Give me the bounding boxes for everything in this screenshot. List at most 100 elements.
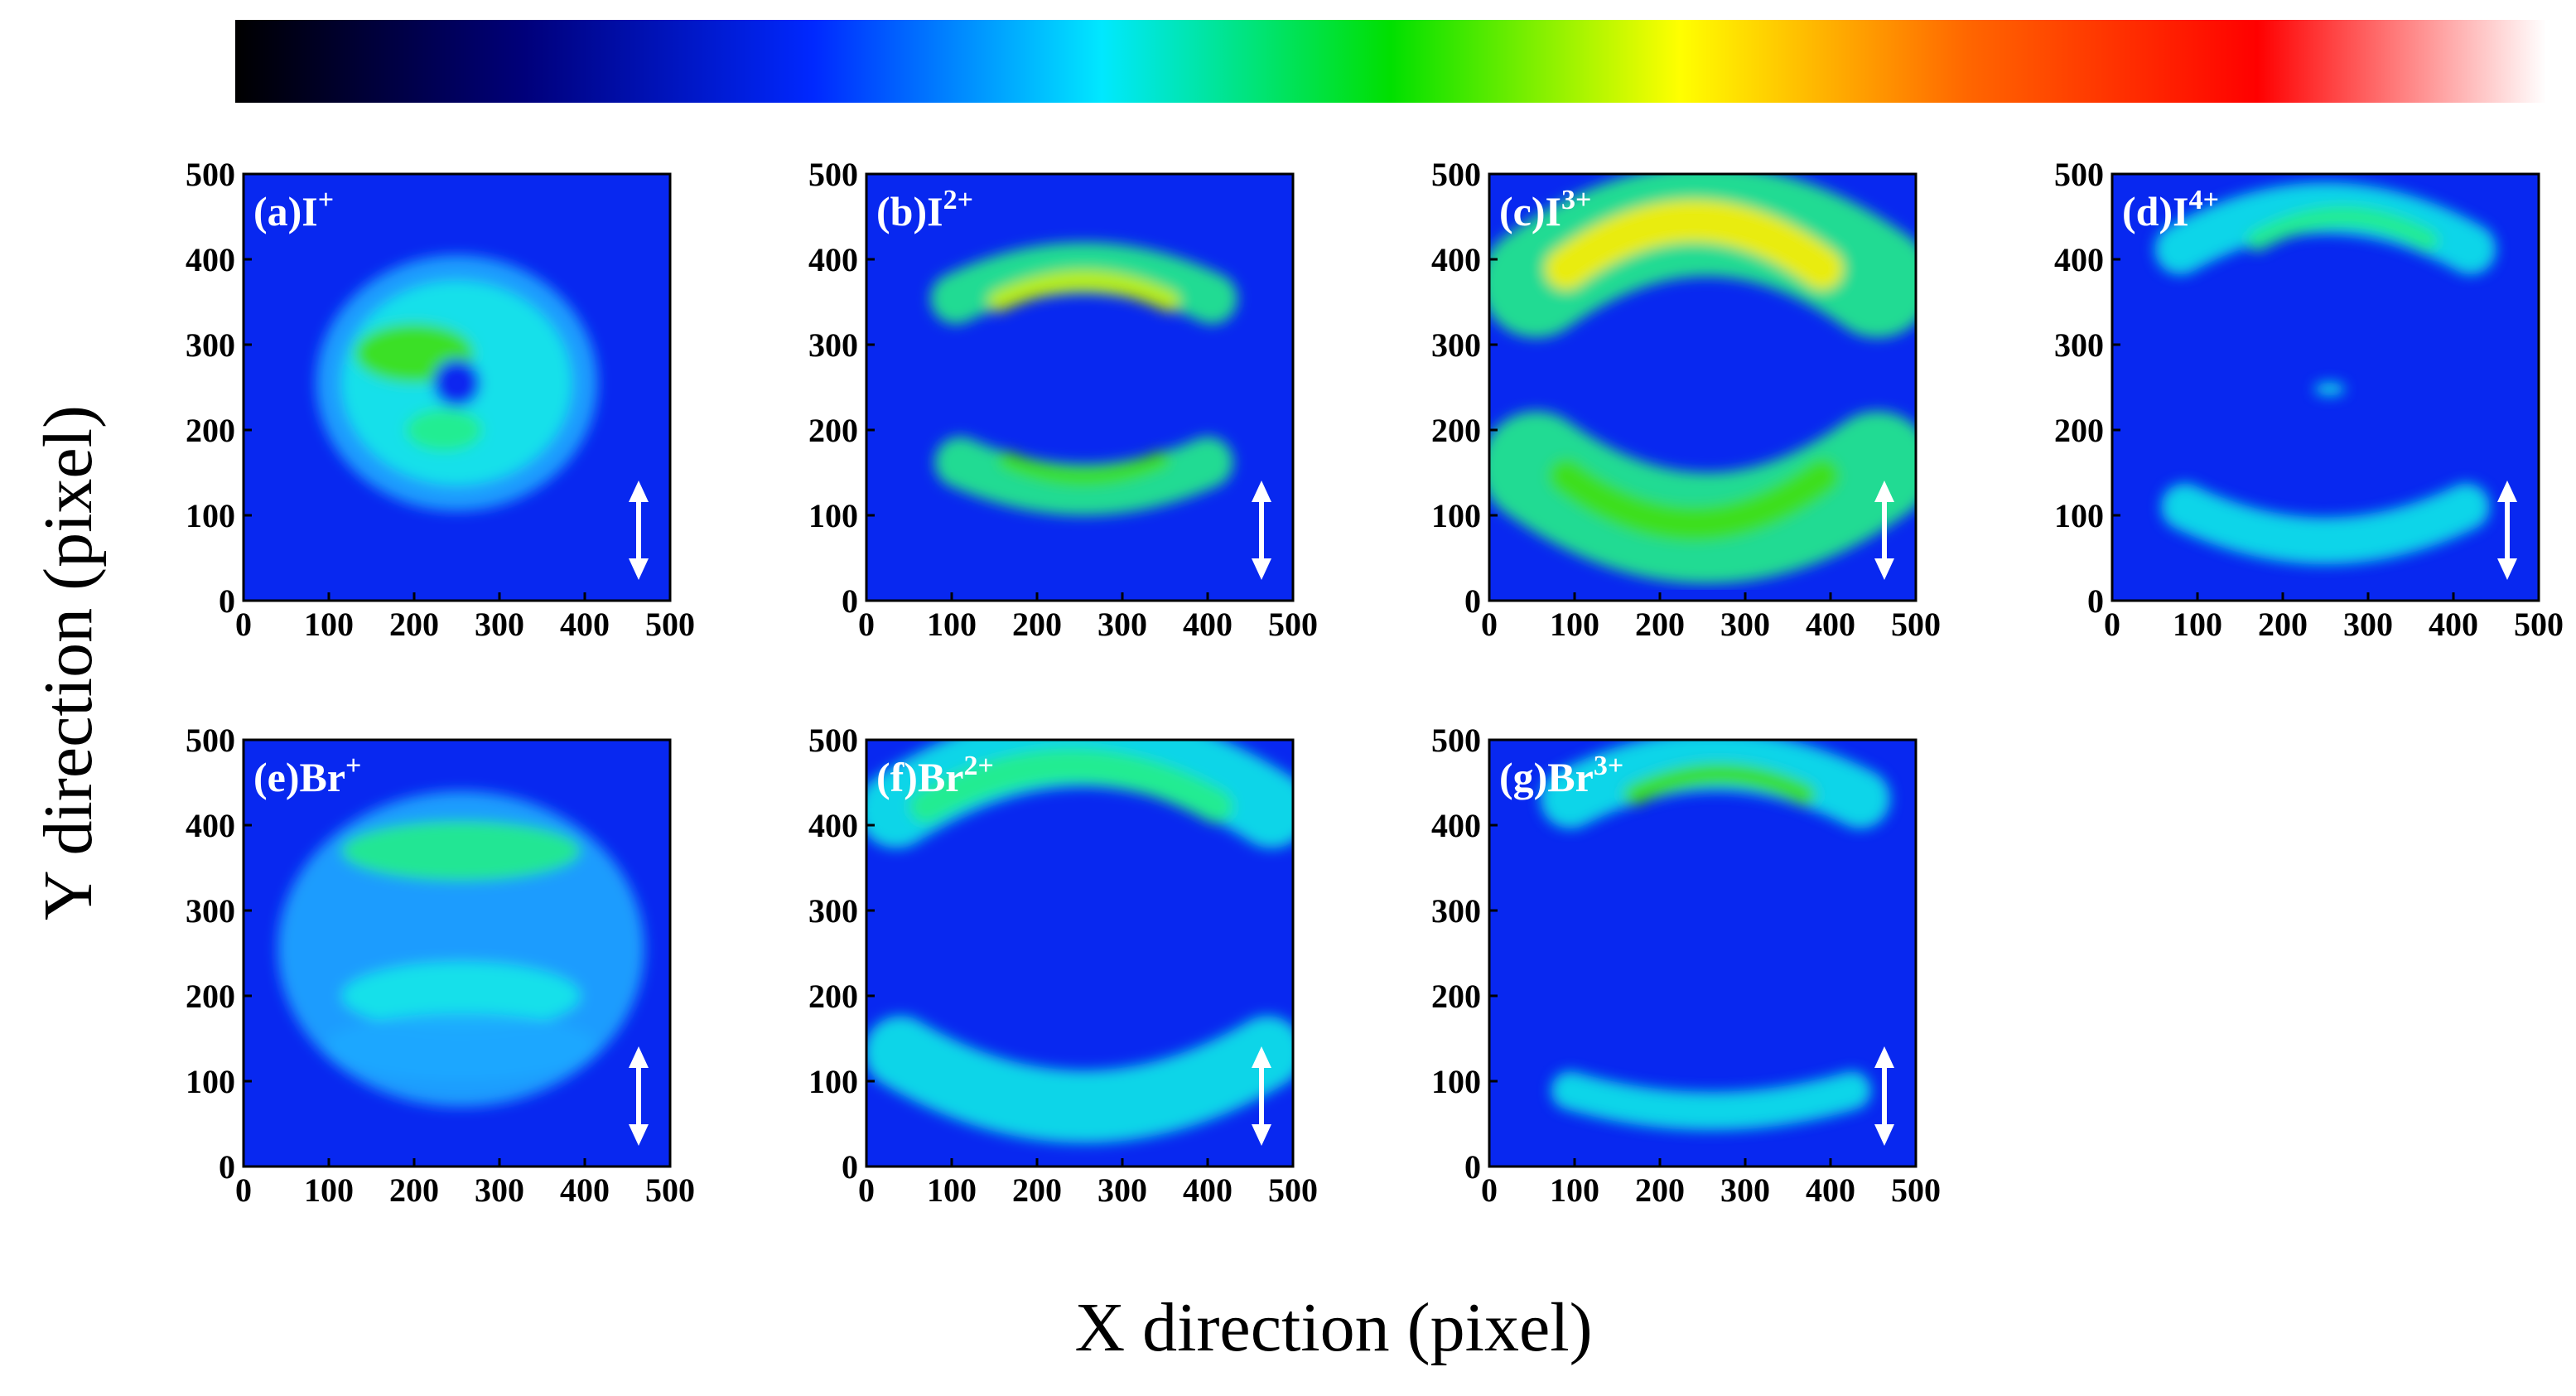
x-tick-label: 100 xyxy=(304,606,354,643)
y-tick-label: 500 xyxy=(1431,722,1481,759)
panel-frame xyxy=(2110,172,2540,602)
x-tick-label: 0 xyxy=(1481,1171,1498,1209)
y-tick-label: 0 xyxy=(1464,1148,1481,1186)
colorbar-bar xyxy=(235,20,2546,103)
y-tick-label: 500 xyxy=(1431,156,1481,193)
y-tick-label: 0 xyxy=(1464,582,1481,620)
y-tick-label: 100 xyxy=(808,497,858,534)
y-tick-label: 200 xyxy=(186,412,235,449)
x-tick-label: 0 xyxy=(235,606,252,643)
y-tick-label: 500 xyxy=(808,722,858,759)
x-tick-label: 300 xyxy=(1720,606,1770,643)
x-tick-label: 400 xyxy=(560,1171,610,1209)
y-tick-label: 400 xyxy=(808,807,858,844)
polarization-arrow-icon xyxy=(2497,481,2517,580)
polarization-arrow-icon xyxy=(1874,481,1894,580)
intensity-band xyxy=(1623,763,1816,805)
y-axis-title: Y direction (pixel) xyxy=(30,405,107,920)
panel-frame xyxy=(865,738,1295,1168)
panels: 0 100 200 300 400 500 0 100 200 300 400 500 (a)I+ 0 10… xyxy=(186,156,2564,1209)
y-tick-label: 300 xyxy=(1431,326,1481,364)
heatmap-g xyxy=(1540,740,1891,1131)
panel-label: (g)Br3+ xyxy=(1499,751,1623,800)
x-tick-label: 100 xyxy=(1550,1171,1599,1209)
x-tick-label: 100 xyxy=(2173,606,2222,643)
panel-c: 0 100 200 300 400 500 0 100 200 300 400 500 (c)I3+ xyxy=(1431,156,1941,643)
x-tick-label: 500 xyxy=(645,1171,695,1209)
x-tick-label: 0 xyxy=(235,1171,252,1209)
intensity-band xyxy=(2246,205,2439,252)
y-tick-label: 300 xyxy=(186,326,235,364)
x-tick-label: 0 xyxy=(2104,606,2120,643)
x-tick-label: 300 xyxy=(2343,606,2393,643)
y-tick-label: 200 xyxy=(2054,412,2104,449)
panel-label: (a)I+ xyxy=(253,185,334,234)
intensity-blob xyxy=(405,408,483,452)
panel-g: 0 100 200 300 400 500 0 100 200 300 400 500 (g)Br3+ xyxy=(1431,722,1941,1209)
intensity-blob xyxy=(341,820,581,881)
x-tick-label: 100 xyxy=(927,606,977,643)
y-tick-label: 0 xyxy=(2087,582,2104,620)
intensity-band xyxy=(1549,459,1840,541)
x-tick-label: 0 xyxy=(1481,606,1498,643)
x-tick-label: 400 xyxy=(1806,1171,1855,1209)
intensity-band xyxy=(1544,200,1844,291)
y-tick-label: 0 xyxy=(842,1148,858,1186)
x-tick-label: 500 xyxy=(2514,606,2564,643)
y-tick-label: 500 xyxy=(186,156,235,193)
intensity-blob xyxy=(341,961,581,1031)
x-tick-label: 400 xyxy=(1183,606,1233,643)
x-tick-label: 500 xyxy=(1891,1171,1941,1209)
x-tick-label: 0 xyxy=(858,606,875,643)
x-tick-label: 300 xyxy=(1720,1171,1770,1209)
y-tick-label: 300 xyxy=(2054,326,2104,364)
x-tick-label: 500 xyxy=(1891,606,1941,643)
panel-frame xyxy=(1488,738,1918,1168)
panel-label: (f)Br2+ xyxy=(876,751,994,800)
y-tick-label: 200 xyxy=(808,412,858,449)
x-tick-label: 500 xyxy=(1268,1171,1318,1209)
x-tick-label: 300 xyxy=(475,1171,524,1209)
y-tick-label: 100 xyxy=(2054,497,2104,534)
y-tick-label: 0 xyxy=(219,1148,235,1186)
panel-b: 0 100 200 300 400 500 0 100 200 300 400 500 (b)I2+ xyxy=(808,156,1318,643)
polarization-arrow-icon xyxy=(629,1046,649,1146)
y-tick-label: 200 xyxy=(1431,412,1481,449)
y-tick-label: 400 xyxy=(1431,241,1481,278)
y-tick-label: 100 xyxy=(1431,1063,1481,1100)
x-tick-label: 500 xyxy=(645,606,695,643)
heatmap-f xyxy=(866,740,1293,1143)
y-tick-label: 400 xyxy=(186,241,235,278)
polarization-arrow-icon xyxy=(629,481,649,580)
y-tick-label: 300 xyxy=(186,892,235,930)
y-tick-label: 400 xyxy=(808,241,858,278)
y-tick-label: 300 xyxy=(808,326,858,364)
heatmap-d xyxy=(2154,182,2496,565)
panel-label: (e)Br+ xyxy=(253,751,361,800)
panel-e: 0 100 200 300 400 500 0 100 200 300 400 500 (e)Br+ xyxy=(186,722,695,1209)
y-tick-label: 200 xyxy=(186,978,235,1015)
x-tick-label: 100 xyxy=(927,1171,977,1209)
panel-label: (c)I3+ xyxy=(1499,185,1591,234)
intensity-band xyxy=(987,269,1180,312)
intensity-blob xyxy=(2314,382,2346,396)
y-tick-label: 100 xyxy=(186,1063,235,1100)
y-tick-label: 500 xyxy=(808,156,858,193)
panel-f: 0 100 200 300 400 500 0 100 200 300 400 500 (f)Br2+ xyxy=(808,722,1318,1209)
y-tick-label: 0 xyxy=(219,582,235,620)
intensity-blob xyxy=(324,1012,598,1082)
intensity-band xyxy=(1540,740,1891,829)
x-tick-label: 400 xyxy=(2429,606,2478,643)
y-tick-label: 300 xyxy=(808,892,858,930)
intensity-band xyxy=(934,437,1233,515)
heatmap-a xyxy=(316,254,598,511)
y-tick-label: 0 xyxy=(842,582,858,620)
y-tick-label: 400 xyxy=(2054,241,2104,278)
y-tick-label: 400 xyxy=(1431,807,1481,844)
panel-frame xyxy=(242,172,672,602)
y-tick-label: 500 xyxy=(186,722,235,759)
x-tick-label: 200 xyxy=(389,1171,439,1209)
intensity-band xyxy=(930,242,1238,325)
heatmap-c xyxy=(1489,174,1916,584)
